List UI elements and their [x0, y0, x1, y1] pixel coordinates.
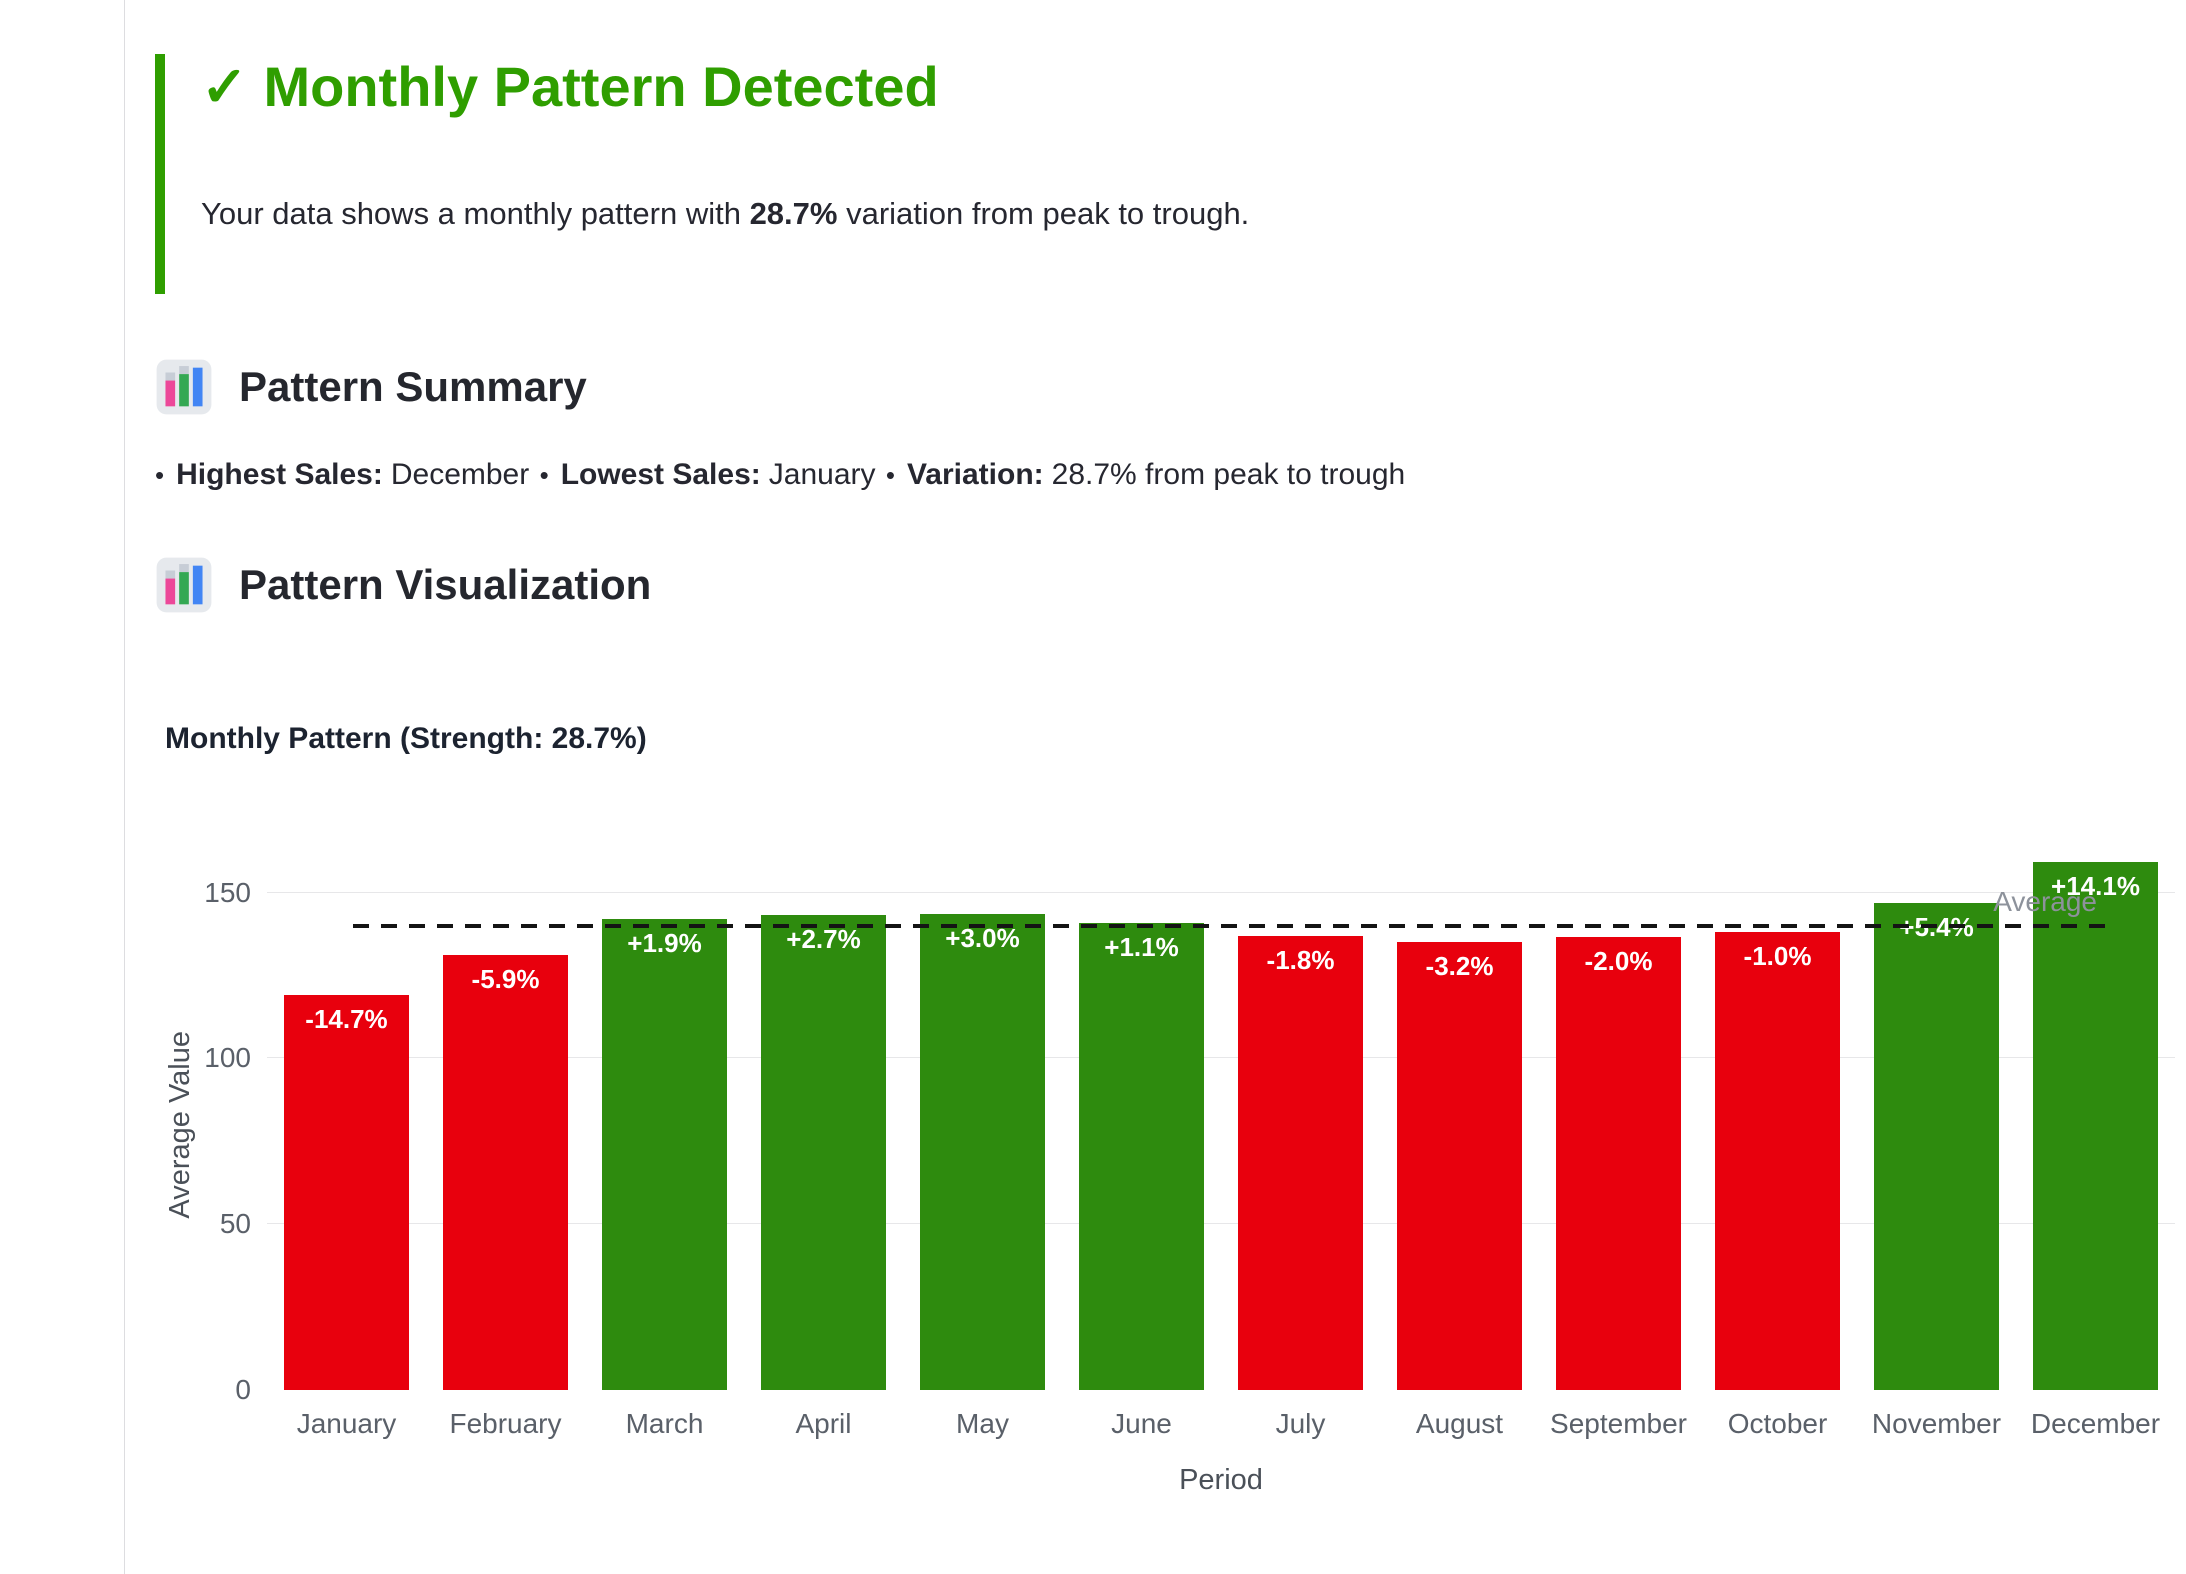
- bar-slot: +5.4%: [1857, 860, 2016, 1390]
- x-tick-label: February: [449, 1407, 562, 1439]
- variation-label: Variation:: [906, 457, 1044, 491]
- bar-value-label: -3.2%: [1425, 951, 1494, 982]
- bar-chart-icon: [155, 556, 213, 614]
- bar-february[interactable]: -5.9%: [443, 954, 568, 1390]
- bar-value-label: +1.1%: [1104, 931, 1179, 962]
- x-axis-title: Period: [1179, 1463, 1263, 1496]
- y-tick-label: 0: [235, 1373, 251, 1405]
- x-tick-label: December: [2030, 1407, 2161, 1439]
- bar-september[interactable]: -2.0%: [1556, 936, 1681, 1390]
- x-axis: January February March April May June July Augu…: [267, 1408, 2175, 1440]
- pattern-summary-title: Pattern Summary: [239, 362, 587, 410]
- bar-chart-icon: [155, 358, 213, 416]
- bar-slot: -3.2%: [1380, 860, 1539, 1390]
- pattern-visualization-heading: Pattern Visualization: [155, 556, 2175, 614]
- bar-value-label: -2.0%: [1584, 945, 1653, 976]
- average-line: [353, 923, 2105, 928]
- y-axis: 0 50 100 150: [204, 860, 267, 1405]
- bar-slot: +1.9%: [585, 860, 744, 1390]
- x-tick-label: July: [1275, 1407, 1326, 1439]
- bar-slot: -1.8%: [1221, 860, 1380, 1390]
- bar-value-label: +3.0%: [945, 922, 1020, 953]
- monthly-pattern-chart: Monthly Pattern (Strength: 28.7%) Averag…: [155, 722, 2175, 1497]
- bar-may[interactable]: +3.0%: [920, 913, 1045, 1390]
- bar-value-label: +1.9%: [627, 927, 702, 958]
- x-tick-label: September: [1550, 1407, 1687, 1439]
- average-line-label: Average: [1993, 885, 2097, 917]
- bar-value-label: -1.8%: [1266, 944, 1335, 975]
- bullet-icon: •: [155, 459, 165, 490]
- highest-sales-label: Highest Sales:: [176, 457, 383, 491]
- pattern-visualization-title: Pattern Visualization: [239, 560, 652, 608]
- x-tick-label: November: [1871, 1407, 2002, 1439]
- bar-december[interactable]: +14.1%: [2033, 862, 2158, 1390]
- x-tick-label: January: [296, 1407, 397, 1439]
- x-tick-label: August: [1415, 1407, 1504, 1439]
- bullet-icon: •: [885, 459, 895, 490]
- page-left-rule: [124, 0, 125, 1574]
- x-tick-label: April: [795, 1407, 852, 1439]
- bar-slot: -2.0%: [1539, 860, 1698, 1390]
- bar-august[interactable]: -3.2%: [1397, 942, 1522, 1390]
- x-tick-label: March: [625, 1407, 704, 1439]
- bar-value-label: -1.0%: [1743, 941, 1812, 972]
- success-callout: ✓ Monthly Pattern Detected Your data sho…: [155, 54, 2175, 294]
- bar-slot: +14.1%: [2016, 860, 2175, 1390]
- plot-area[interactable]: Average -14.7% -5.9% +1.9% +2.7% +3.0% +1.1% -…: [267, 860, 2175, 1390]
- gridline: [267, 1057, 2175, 1059]
- bar-value-label: +14.1%: [2051, 871, 2140, 902]
- bar-slot: -5.9%: [426, 860, 585, 1390]
- gridline: [267, 1222, 2175, 1224]
- highest-sales-value: December: [390, 457, 530, 491]
- bar-slot: +2.7%: [744, 860, 903, 1390]
- callout-body: Your data shows a monthly pattern with 2…: [201, 195, 1250, 231]
- bar-july[interactable]: -1.8%: [1238, 935, 1363, 1390]
- bar-slot: -1.0%: [1698, 860, 1857, 1390]
- bar-value-label: -14.7%: [305, 1004, 388, 1035]
- y-tick-label: 150: [204, 876, 251, 908]
- bar-april[interactable]: +2.7%: [761, 914, 886, 1390]
- chart-title: Monthly Pattern (Strength: 28.7%): [165, 721, 647, 755]
- x-tick-label: October: [1727, 1407, 1828, 1439]
- bar-slot: +3.0%: [903, 860, 1062, 1390]
- y-tick-label: 50: [219, 1207, 251, 1239]
- x-tick-label: June: [1111, 1407, 1172, 1439]
- bar-october[interactable]: -1.0%: [1715, 932, 1840, 1390]
- lowest-sales-value: January: [768, 457, 876, 491]
- bar-june[interactable]: +1.1%: [1079, 922, 1204, 1390]
- bar-value-label: -5.9%: [471, 963, 540, 994]
- bar-slot: +1.1%: [1062, 860, 1221, 1390]
- report-content: ✓ Monthly Pattern Detected Your data sho…: [155, 54, 2175, 1497]
- variation-value: 28.7% from peak to trough: [1051, 457, 1406, 491]
- pattern-summary-line: • Highest Sales: December • Lowest Sales: Ja…: [155, 458, 2175, 492]
- bar-november[interactable]: +5.4%: [1874, 902, 1999, 1390]
- bar-january[interactable]: -14.7%: [284, 995, 409, 1390]
- bar-march[interactable]: +1.9%: [602, 918, 727, 1390]
- bullet-icon: •: [539, 459, 549, 490]
- x-tick-label: May: [956, 1407, 1009, 1439]
- gridline: [267, 891, 2175, 893]
- bar-slot: -14.7%: [267, 860, 426, 1390]
- lowest-sales-label: Lowest Sales:: [560, 457, 761, 491]
- y-axis-title: Average Value: [163, 1030, 196, 1219]
- callout-title: ✓ Monthly Pattern Detected: [201, 55, 939, 118]
- y-tick-label: 100: [204, 1042, 251, 1074]
- pattern-summary-heading: Pattern Summary: [155, 358, 2175, 416]
- bar-value-label: +2.7%: [786, 923, 861, 954]
